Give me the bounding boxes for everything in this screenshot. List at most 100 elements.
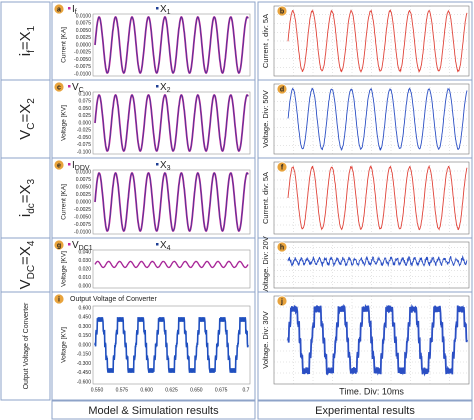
subscript: 4 xyxy=(167,245,171,252)
sim-y-tick: -0.300 xyxy=(77,361,91,367)
sim-y-tick: 0.030 xyxy=(78,258,91,264)
subscript: dc xyxy=(26,203,37,214)
sim-y-tick: -0.0100 xyxy=(74,229,91,235)
sim-y-tick: -0.600 xyxy=(77,379,91,385)
footer-caption: Model & Simulation results xyxy=(88,405,219,417)
sim-y-tick: 0.0050 xyxy=(76,28,92,34)
sim-y-tick: -0.100 xyxy=(77,149,91,155)
badge-letter: g xyxy=(57,242,61,249)
sim-x-tick: 0.550 xyxy=(91,387,104,393)
subscript: C xyxy=(79,87,84,94)
sim-y-tick: 0.025 xyxy=(78,113,91,119)
sim-y-tick: 0.0000 xyxy=(76,42,92,48)
sim-y-tick: -0.0075 xyxy=(74,222,91,228)
sim-y-tick: 0.000 xyxy=(78,342,91,348)
sim-y-tick: 0.075 xyxy=(78,99,91,105)
legend-swatch xyxy=(68,7,71,10)
legend-swatch xyxy=(68,85,71,88)
sim-y-tick: -0.0100 xyxy=(74,71,91,77)
sim-x-tick: 0.650 xyxy=(190,387,203,393)
legend-swatch xyxy=(156,243,159,246)
sim-y-tick: 0.600 xyxy=(78,305,91,311)
sim-x-tick: 0.7 xyxy=(243,387,250,393)
sim-y-label: Voltage [KV] xyxy=(61,105,68,141)
badge-letter: a xyxy=(57,6,61,13)
exp-y-label: Voltage. Div: 50V xyxy=(261,90,270,148)
badge-letter: d xyxy=(280,86,284,93)
sim-x-tick: 0.600 xyxy=(140,387,153,393)
subscript: DDV xyxy=(75,165,90,172)
sim-x-tick: 0.625 xyxy=(165,387,178,393)
exp-y-label: Voltage. Div: 30V xyxy=(261,311,270,369)
sim-y-tick: -0.075 xyxy=(77,142,91,148)
legend-swatch xyxy=(68,243,71,246)
badge-letter: c xyxy=(57,84,61,91)
legend-swatch xyxy=(156,7,159,10)
sim-y-label: Voltage [KV] xyxy=(61,327,68,363)
legend-swatch xyxy=(68,163,71,166)
sim-y-tick: -0.450 xyxy=(77,370,91,376)
footer-caption: Experimental results xyxy=(315,405,415,417)
text-part: V xyxy=(17,279,34,289)
subscript: 3 xyxy=(26,178,37,184)
sim-y-tick: 0.020 xyxy=(78,266,91,272)
sim-y-label: Current [KA] xyxy=(61,27,68,63)
subscript: 3 xyxy=(167,165,171,172)
subscript: 4 xyxy=(26,240,37,246)
sim-plot-area xyxy=(93,250,250,288)
sim-y-label: Current [KA] xyxy=(61,184,68,220)
sim-x-tick: 0.575 xyxy=(116,387,129,393)
exp-y-label: Current. div: 5A xyxy=(261,172,270,224)
legend-swatch xyxy=(156,85,159,88)
subscript: 1 xyxy=(167,9,171,16)
badge-letter: i xyxy=(58,296,60,303)
sim-y-tick: -0.0050 xyxy=(74,57,91,63)
sim-x-tick: 0.675 xyxy=(215,387,228,393)
subscript: 1 xyxy=(26,25,37,31)
badge-letter: b xyxy=(280,8,284,15)
sim-y-tick: 0.150 xyxy=(78,333,91,339)
figure: if=X1aCurrent [KA]0.01000.00750.00500.00… xyxy=(0,0,474,420)
sim-y-tick: 0.050 xyxy=(78,106,91,112)
sim-title: Output Voltage of Converter xyxy=(70,296,157,303)
sim-y-tick: -0.025 xyxy=(77,128,91,134)
sim-y-tick: 0.000 xyxy=(78,120,91,126)
sim-y-tick: 0.0025 xyxy=(76,192,92,198)
exp-y-label: Current , div: 5A xyxy=(261,14,270,68)
sim-y-tick: 0.0050 xyxy=(76,184,92,190)
exp-x-label: Time. Div: 10ms xyxy=(339,386,404,396)
sim-y-tick: -0.0075 xyxy=(74,64,91,70)
badge-letter: e xyxy=(57,162,61,169)
subscript: 2 xyxy=(26,98,37,104)
subscript: DC xyxy=(26,265,37,279)
sim-y-tick: 0.000 xyxy=(78,283,91,289)
text-part: =X xyxy=(17,246,34,265)
sim-y-tick: 0.0075 xyxy=(76,21,92,27)
row-label: Output Voltage of Converter xyxy=(23,302,30,389)
subscript: f xyxy=(75,9,77,16)
badge-letter: h xyxy=(280,244,284,251)
text-part: =X xyxy=(17,104,34,123)
sim-y-tick: 0.450 xyxy=(78,315,91,321)
sim-y-tick: 0.300 xyxy=(78,324,91,330)
sim-y-tick: 0.0000 xyxy=(76,199,92,205)
text-part: =X xyxy=(17,184,34,203)
sim-y-tick: -0.0050 xyxy=(74,214,91,220)
sim-y-tick: -0.0025 xyxy=(74,207,91,213)
subscript: C xyxy=(26,123,37,130)
sim-y-tick: -0.050 xyxy=(77,135,91,141)
sim-y-tick: 0.0025 xyxy=(76,35,92,41)
exp-y-label: Voltage. Div: 20V xyxy=(261,236,270,294)
sim-y-tick: -0.150 xyxy=(77,352,91,358)
sim-y-tick: 0.010 xyxy=(78,275,91,281)
sim-y-tick: 0.0075 xyxy=(76,177,92,183)
sim-y-label: Voltage [KV] xyxy=(61,251,68,287)
text-part: =X xyxy=(17,31,34,50)
text-part: V xyxy=(17,130,34,140)
sim-y-tick: 0.0100 xyxy=(76,13,92,19)
subscript: DC1 xyxy=(79,245,93,252)
legend-swatch xyxy=(156,163,159,166)
sim-y-tick: -0.0025 xyxy=(74,50,91,56)
badge-letter: j xyxy=(280,298,283,305)
subscript: 2 xyxy=(167,87,171,94)
